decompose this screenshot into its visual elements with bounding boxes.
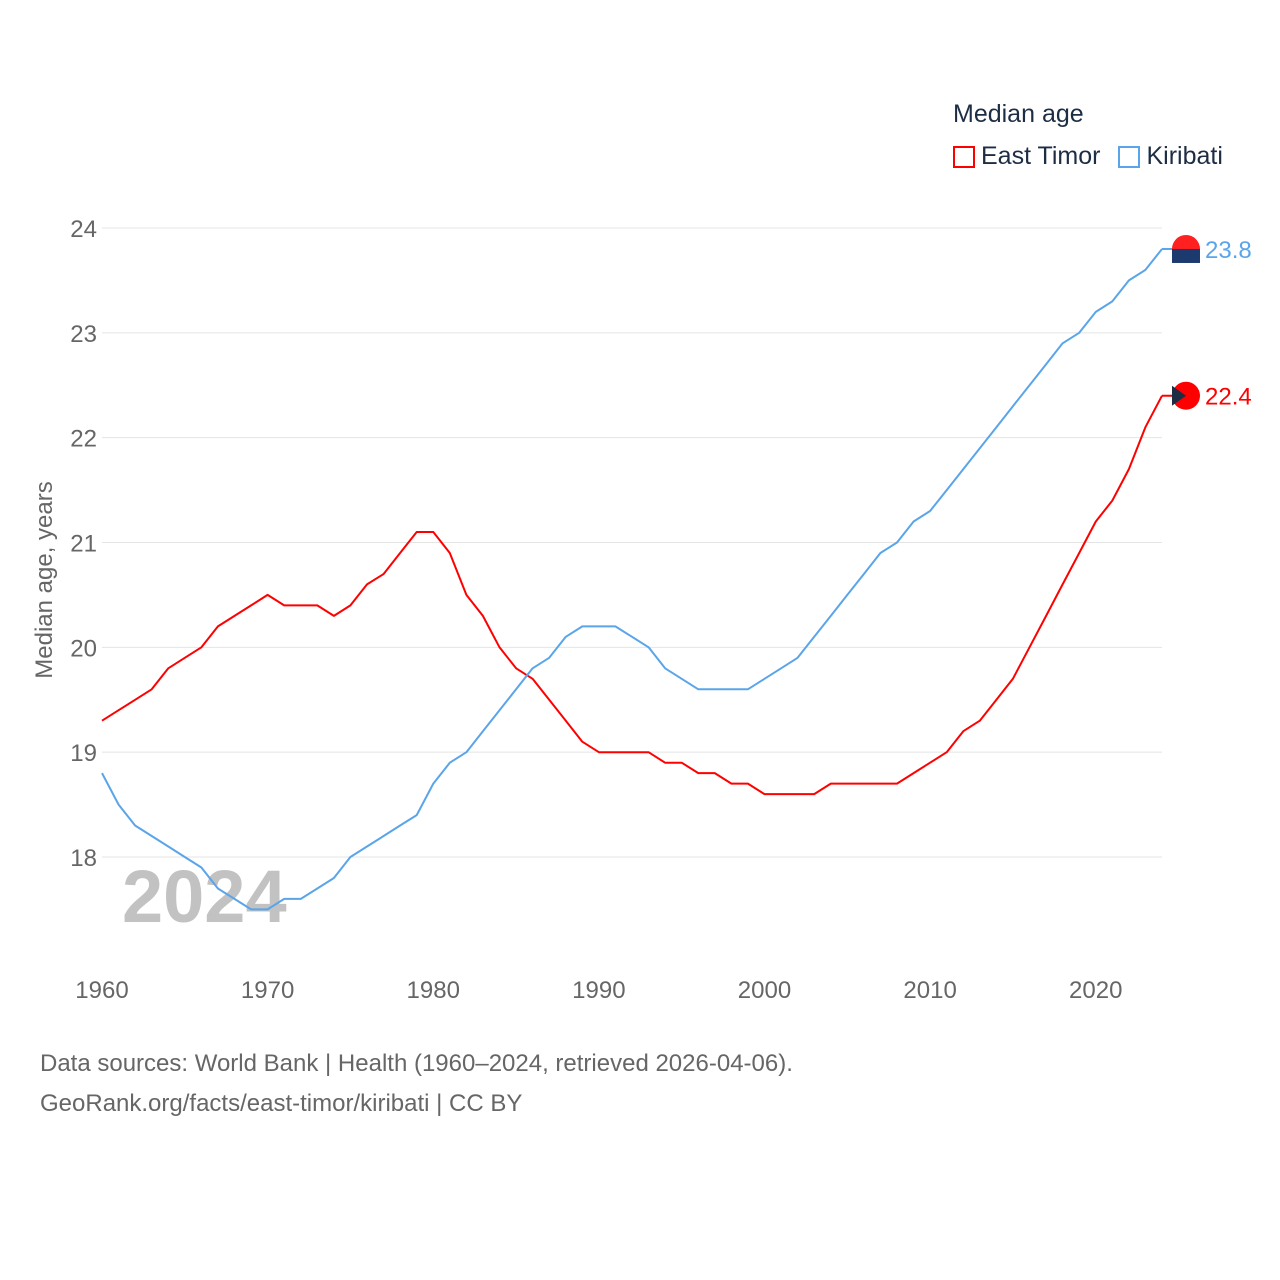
end-value-label: 23.8 — [1205, 237, 1252, 264]
legend-title: Median age — [953, 100, 1084, 128]
x-tick-label: 1970 — [241, 977, 294, 1004]
end-value-label: 22.4 — [1205, 384, 1252, 411]
y-axis-label: Median age, years — [31, 481, 58, 678]
legend-swatch — [1118, 145, 1141, 168]
y-tick-label: 21 — [70, 531, 97, 558]
y-tick-label: 20 — [70, 635, 97, 662]
legend-label: East Timor — [981, 142, 1101, 170]
year-watermark: 2024 — [122, 855, 287, 938]
x-tick-label: 2000 — [738, 977, 791, 1004]
attribution-link[interactable]: GeoRank.org/facts/east-timor/kiribati | … — [40, 1090, 523, 1117]
flag-icon-triangle — [1172, 385, 1186, 406]
y-tick-label: 22 — [70, 426, 97, 453]
legend: East Timor Kiribati — [953, 142, 1223, 171]
footer: Data sources: World Bank | Health (1960–… — [40, 1044, 793, 1124]
legend-swatch — [953, 145, 975, 168]
x-tick-label: 2020 — [1069, 977, 1122, 1004]
flag-icon-waves — [1172, 248, 1200, 263]
y-tick-label: 19 — [70, 740, 97, 767]
x-tick-label: 1980 — [407, 977, 460, 1004]
series-line-east-timor — [101, 395, 1163, 796]
data-source-text: Data sources: World Bank | Health (1960–… — [40, 1050, 793, 1077]
x-tick-label: 2010 — [903, 977, 956, 1004]
x-tick-label: 1990 — [572, 977, 625, 1004]
y-tick-label: 24 — [70, 216, 97, 243]
series-line-kiribati — [101, 248, 1163, 911]
x-tick-label: 1960 — [75, 977, 128, 1004]
legend-item-east-timor[interactable]: East Timor — [953, 142, 1100, 171]
y-tick-label: 18 — [70, 845, 97, 872]
y-tick-label: 23 — [70, 321, 97, 348]
legend-item-kiribati[interactable]: Kiribati — [1118, 142, 1223, 171]
legend-label: Kiribati — [1146, 142, 1223, 170]
